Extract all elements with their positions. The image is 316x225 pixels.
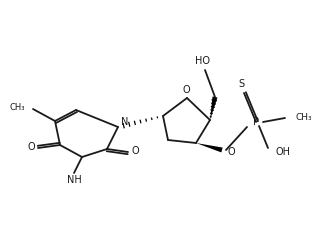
Text: NH: NH (67, 175, 82, 185)
Text: OH: OH (276, 147, 291, 157)
Polygon shape (196, 143, 223, 152)
Text: N: N (121, 117, 129, 127)
Text: CH₃: CH₃ (295, 113, 312, 122)
Text: O: O (182, 85, 190, 95)
Text: O: O (27, 142, 35, 152)
Text: S: S (238, 79, 244, 89)
Text: O: O (227, 147, 234, 157)
Text: O: O (131, 146, 139, 156)
Polygon shape (210, 97, 217, 120)
Text: P: P (253, 117, 259, 127)
Text: CH₃: CH₃ (9, 103, 25, 112)
Text: HO: HO (195, 56, 210, 66)
